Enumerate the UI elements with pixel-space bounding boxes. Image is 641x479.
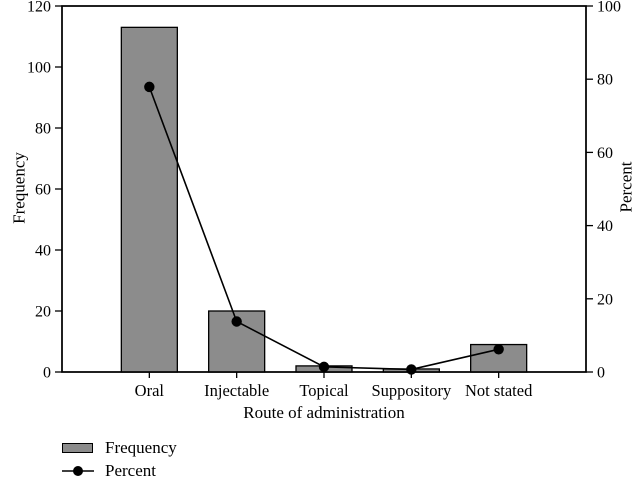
x-axis-ticks: Oral Injectable Topical Suppository Not stat… bbox=[135, 372, 533, 400]
y-axis-label-left: Frequency bbox=[9, 152, 29, 224]
y-axis-label-right: Percent bbox=[616, 161, 636, 213]
svg-text:80: 80 bbox=[35, 121, 51, 138]
legend-item-frequency: Frequency bbox=[62, 439, 177, 456]
percent-line bbox=[148, 86, 499, 371]
svg-text:100: 100 bbox=[27, 60, 51, 77]
svg-text:80: 80 bbox=[597, 72, 613, 89]
svg-text:Injectable: Injectable bbox=[204, 381, 269, 400]
svg-text:100: 100 bbox=[597, 0, 621, 16]
svg-text:20: 20 bbox=[597, 291, 613, 308]
svg-text:20: 20 bbox=[35, 304, 51, 321]
svg-text:Topical: Topical bbox=[299, 381, 349, 400]
legend-label-frequency: Frequency bbox=[105, 438, 177, 457]
bar-Oral bbox=[120, 26, 178, 373]
svg-text:40: 40 bbox=[597, 218, 613, 235]
left-axis-ticks: 0 20 40 60 80 100 120 bbox=[27, 0, 62, 382]
svg-text:0: 0 bbox=[43, 365, 51, 382]
dot-Oral bbox=[144, 81, 155, 93]
dot-Injectable bbox=[231, 316, 242, 327]
right-axis-ticks: 0 20 40 60 80 100 bbox=[586, 0, 621, 382]
dot-Not stated bbox=[493, 344, 504, 355]
svg-text:60: 60 bbox=[35, 182, 51, 199]
dot-Topical bbox=[318, 361, 330, 373]
legend-label-percent: Percent bbox=[105, 461, 156, 479]
svg-text:60: 60 bbox=[597, 145, 613, 162]
svg-text:120: 120 bbox=[27, 0, 51, 16]
svg-text:40: 40 bbox=[35, 243, 51, 260]
frequency-bar-swatch-icon bbox=[62, 441, 94, 455]
svg-text:0: 0 bbox=[597, 365, 605, 382]
x-axis-label: Route of administration bbox=[243, 403, 405, 422]
legend: Frequency Percent bbox=[62, 439, 177, 479]
svg-text:Suppository: Suppository bbox=[371, 381, 452, 400]
svg-text:Oral: Oral bbox=[135, 381, 165, 400]
percent-line-dot-swatch-icon bbox=[62, 464, 94, 478]
dot-Suppository bbox=[406, 364, 417, 375]
svg-text:Not stated: Not stated bbox=[465, 381, 533, 400]
legend-item-percent: Percent bbox=[62, 462, 177, 479]
percent-dots bbox=[144, 81, 504, 375]
frequency-bars bbox=[120, 26, 528, 373]
